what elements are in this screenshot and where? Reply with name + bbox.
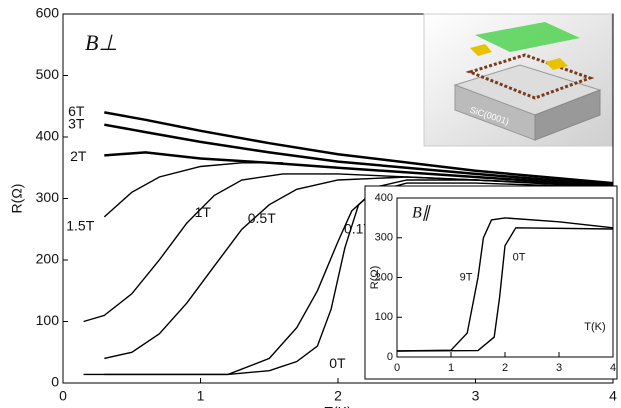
x-tick-label: 0 bbox=[394, 362, 400, 374]
curve-label: 3T bbox=[68, 115, 85, 131]
device-image: SiC(0001) bbox=[424, 14, 612, 146]
y-axis-label: R(Ω) bbox=[9, 184, 25, 214]
x-tick-label: 0 bbox=[59, 388, 67, 404]
y-tick-label: 300 bbox=[375, 232, 393, 244]
x-tick-label: 3 bbox=[556, 362, 562, 374]
x-tick-label: 2 bbox=[502, 362, 508, 374]
y-tick-label: 0 bbox=[51, 374, 59, 390]
x-tick-label: 1 bbox=[197, 388, 205, 404]
y-tick-label: 100 bbox=[36, 312, 60, 328]
curve-label: 1.5T bbox=[66, 218, 94, 234]
curve-label: 2T bbox=[70, 148, 87, 164]
inset-background bbox=[365, 186, 617, 379]
curve-label: 0T bbox=[329, 355, 346, 371]
x-tick-label: 4 bbox=[609, 388, 617, 404]
y-tick-label: 0 bbox=[387, 351, 393, 363]
y-tick-label: 300 bbox=[36, 189, 60, 205]
x-tick-label: 2 bbox=[334, 388, 342, 404]
y-tick-label: 500 bbox=[36, 66, 60, 82]
x-tick-label: 3 bbox=[472, 388, 480, 404]
curve-label: 0T bbox=[513, 252, 526, 264]
y-axis-label: R(Ω) bbox=[369, 266, 381, 290]
x-axis-label: T(K) bbox=[584, 321, 605, 333]
y-tick-label: 400 bbox=[36, 128, 60, 144]
y-tick-label: 600 bbox=[36, 5, 60, 21]
annotation: B∥ bbox=[412, 205, 431, 222]
x-axis-label: T(K) bbox=[324, 404, 351, 408]
annotation: B⊥ bbox=[85, 30, 118, 55]
y-tick-label: 200 bbox=[36, 251, 60, 267]
x-tick-label: 1 bbox=[448, 362, 454, 374]
y-tick-label: 100 bbox=[375, 311, 393, 323]
curve-label: 1T bbox=[195, 204, 212, 220]
figure: 010020030040050060001234T(K)R(Ω)B⊥6T3T2T… bbox=[0, 0, 621, 408]
curve-label: 9T bbox=[460, 271, 473, 283]
x-tick-label: 4 bbox=[610, 362, 616, 374]
y-tick-label: 400 bbox=[375, 192, 393, 204]
curve-label: 0.5T bbox=[248, 210, 276, 226]
